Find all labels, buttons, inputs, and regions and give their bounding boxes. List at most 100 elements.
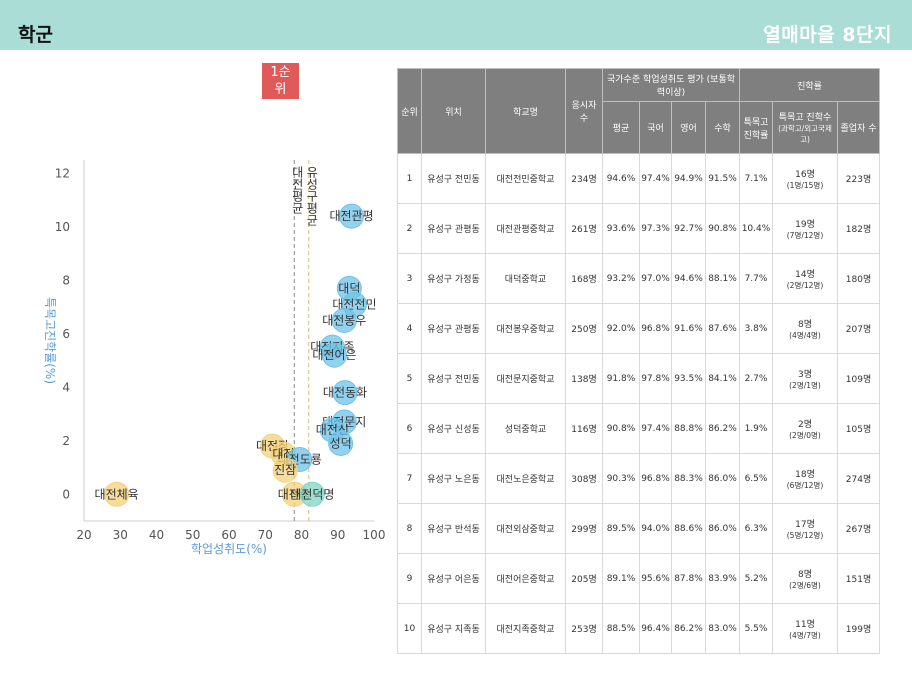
- header-bar: 학군 열매마을 8단지: [0, 0, 912, 50]
- y-tick-label: 2: [62, 434, 70, 448]
- data-point-label: 성덕: [330, 436, 352, 450]
- cell-rank: 9: [397, 553, 422, 604]
- cell-korean: 97.8%: [639, 353, 672, 404]
- cell-location: 유성구 전민동: [421, 153, 486, 204]
- cell-count: 17명 (5명/12명): [772, 503, 838, 554]
- table-row: 10 유성구 지족동 대전지족중학교 253명 88.5% 96.4% 86.2% 83.0%…: [397, 603, 880, 654]
- col-group-advance: 진학률: [739, 67, 880, 103]
- cell-count: 2명 (2명/0명): [772, 403, 838, 454]
- cell-english: 94.9%: [671, 153, 706, 204]
- col-school: 학교명: [485, 68, 566, 154]
- cell-count-sub: (6명/12명): [786, 480, 824, 490]
- cell-english: 93.5%: [671, 353, 706, 404]
- data-point: [339, 203, 365, 229]
- cell-rank: 5: [397, 353, 422, 404]
- cell-rate: 1.9%: [739, 403, 773, 454]
- y-tick-label: 12: [55, 166, 70, 180]
- cell-rank: 3: [397, 253, 422, 304]
- cell-english: 88.3%: [671, 453, 706, 504]
- col-group-national: 국가수준 학업성취도 평가 (보통학력이상): [602, 67, 740, 103]
- cell-examinees: 308명: [565, 453, 603, 504]
- cell-avg: 88.5%: [602, 603, 640, 654]
- cell-count-sub: (5명/12명): [786, 530, 824, 540]
- page-title: 학군: [18, 24, 53, 46]
- cell-school: 대전관평중학교: [485, 203, 566, 254]
- col-count-main: 특목고 진학수: [778, 113, 832, 124]
- cell-school: 대전봉우중학교: [485, 303, 566, 354]
- x-tick-label: 70: [258, 528, 273, 542]
- cell-math: 86.2%: [705, 403, 740, 454]
- cell-rate: 5.2%: [739, 553, 773, 604]
- cell-korean: 96.8%: [639, 453, 672, 504]
- cell-rank: 7: [397, 453, 422, 504]
- cell-count-main: 16명: [795, 169, 815, 180]
- cell-examinees: 234명: [565, 153, 603, 204]
- col-math: 수학: [705, 101, 740, 154]
- cell-korean: 97.3%: [639, 203, 672, 254]
- cell-count-sub: (2명/0명): [789, 430, 821, 440]
- cell-math: 88.1%: [705, 253, 740, 304]
- cell-count-sub: (4명/4명): [789, 330, 821, 340]
- cell-school: 대전전민중학교: [485, 153, 566, 204]
- x-tick-label: 60: [221, 528, 236, 542]
- cell-math: 83.0%: [705, 603, 740, 654]
- x-tick-label: 20: [76, 528, 91, 542]
- cell-school: 대전노은중학교: [485, 453, 566, 504]
- cell-english: 92.7%: [671, 203, 706, 254]
- cell-count-main: 3명: [797, 369, 812, 380]
- y-axis-label: 특목고진학률(%): [43, 297, 57, 384]
- cell-location: 유성구 신성동: [421, 403, 486, 454]
- table-row: 3 유성구 가정동 대덕중학교 168명 93.2% 97.0% 94.6% 88.1% 7.7…: [397, 253, 880, 304]
- cell-avg: 94.6%: [602, 153, 640, 204]
- cell-grads: 274명: [837, 453, 880, 504]
- cell-math: 83.9%: [705, 553, 740, 604]
- data-point-label: 진잠: [274, 463, 296, 477]
- y-tick-label: 4: [62, 380, 70, 394]
- cell-rate: 3.8%: [739, 303, 773, 354]
- data-point: [104, 481, 130, 507]
- table-row: 1 유성구 전민동 대전전민중학교 234명 94.6% 97.4% 94.9% 91.5% 7…: [397, 153, 880, 204]
- complex-name: 열매마을 8단지: [763, 24, 892, 46]
- cell-avg: 90.3%: [602, 453, 640, 504]
- cell-rate: 7.7%: [739, 253, 773, 304]
- table-header-row: 순위 위치 학교명 응시자수 국가수준 학업성취도 평가 (보통학력이상) 진학…: [397, 67, 880, 154]
- x-tick-label: 80: [294, 528, 309, 542]
- x-axis-label: 학업성취도(%): [191, 542, 267, 556]
- col-avg: 평균: [602, 101, 640, 154]
- table-row: 7 유성구 노은동 대전노은중학교 308명 90.3% 96.8% 88.3% 86.0% 6…: [397, 453, 880, 504]
- cell-avg: 91.8%: [602, 353, 640, 404]
- cell-avg: 92.0%: [602, 303, 640, 354]
- cell-avg: 89.1%: [602, 553, 640, 604]
- data-point-label: 대전전민: [332, 297, 376, 311]
- cell-math: 84.1%: [705, 353, 740, 404]
- y-tick-label: 6: [62, 327, 70, 341]
- cell-korean: 96.4%: [639, 603, 672, 654]
- cell-count-sub: (4명/7명): [789, 630, 821, 640]
- cell-math: 87.6%: [705, 303, 740, 354]
- cell-english: 88.8%: [671, 403, 706, 454]
- col-english: 영어: [671, 101, 706, 154]
- table-row: 6 유성구 신성동 성덕중학교 116명 90.8% 97.4% 88.8% 86.2% 1.9…: [397, 403, 880, 454]
- table-row: 5 유성구 전민동 대전문지중학교 138명 91.8% 97.8% 93.5% 84.1% 2…: [397, 353, 880, 404]
- rank-badge: 1순 위: [262, 63, 299, 99]
- cell-count-sub: (2명/1명): [789, 380, 821, 390]
- table-row: 4 유성구 관평동 대전봉우중학교 250명 92.0% 96.8% 91.6% 87.6% 3…: [397, 303, 880, 354]
- cell-count-main: 11명: [795, 619, 815, 630]
- data-point: [328, 430, 354, 456]
- col-location: 위치: [421, 68, 486, 154]
- cell-count-main: 17명: [795, 519, 815, 530]
- data-point: [272, 457, 298, 483]
- cell-examinees: 250명: [565, 303, 603, 354]
- cell-examinees: 261명: [565, 203, 603, 254]
- cell-english: 91.6%: [671, 303, 706, 354]
- cell-grads: 267명: [837, 503, 880, 554]
- cell-count: 8명 (2명/6명): [772, 553, 838, 604]
- cell-count: 18명 (6명/12명): [772, 453, 838, 504]
- data-point-label: 대전덕명: [290, 487, 334, 501]
- cell-count-sub: (7명/12명): [786, 230, 824, 240]
- cell-location: 유성구 지족동: [421, 603, 486, 654]
- data-point-label: 대덕: [338, 281, 360, 295]
- cell-math: 91.5%: [705, 153, 740, 204]
- rank-badge-line1: 1순: [270, 65, 291, 80]
- y-tick-label: 0: [62, 487, 70, 501]
